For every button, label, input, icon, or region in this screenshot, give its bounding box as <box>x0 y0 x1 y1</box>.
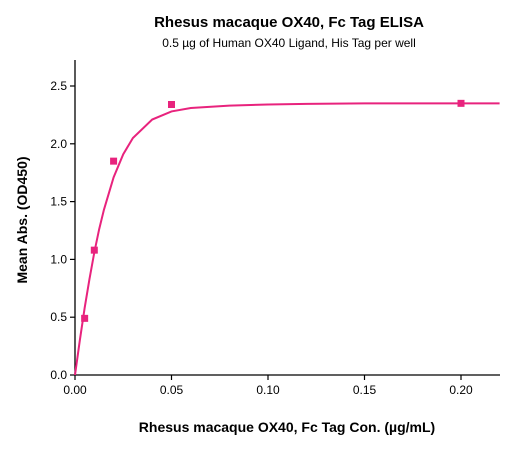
data-point <box>90 246 98 254</box>
y-tick-label: 0.5 <box>50 310 67 324</box>
data-point <box>81 314 89 322</box>
chart-subtitle: 0.5 µg of Human OX40 Ligand, His Tag per… <box>162 36 416 50</box>
x-tick-label: 0.05 <box>160 383 184 397</box>
data-point <box>457 99 465 107</box>
x-tick-label: 0.00 <box>63 383 87 397</box>
y-tick-label: 1.0 <box>50 252 67 266</box>
x-tick-label: 0.15 <box>353 383 377 397</box>
x-axis-label: Rhesus macaque OX40, Fc Tag Con. (µg/mL) <box>139 419 435 435</box>
chart-title: Rhesus macaque OX40, Fc Tag ELISA <box>154 14 424 31</box>
y-tick-label: 0.0 <box>50 368 67 382</box>
data-point <box>110 157 118 165</box>
y-tick-label: 2.0 <box>50 137 67 151</box>
data-point <box>168 100 175 108</box>
y-axis-label: Mean Abs. (OD450) <box>14 156 30 283</box>
x-tick-label: 0.20 <box>449 383 473 397</box>
y-tick-label: 1.5 <box>50 195 67 209</box>
data-points <box>81 99 465 322</box>
x-axis-ticks: 0.00 0.05 0.10 0.15 0.20 <box>63 375 473 397</box>
x-tick-label: 0.10 <box>256 383 280 397</box>
y-axis-ticks: 0.0 0.5 1.0 1.5 2.0 2.5 <box>50 79 75 382</box>
y-tick-label: 2.5 <box>50 79 67 93</box>
fit-curve-line <box>74 102 500 376</box>
